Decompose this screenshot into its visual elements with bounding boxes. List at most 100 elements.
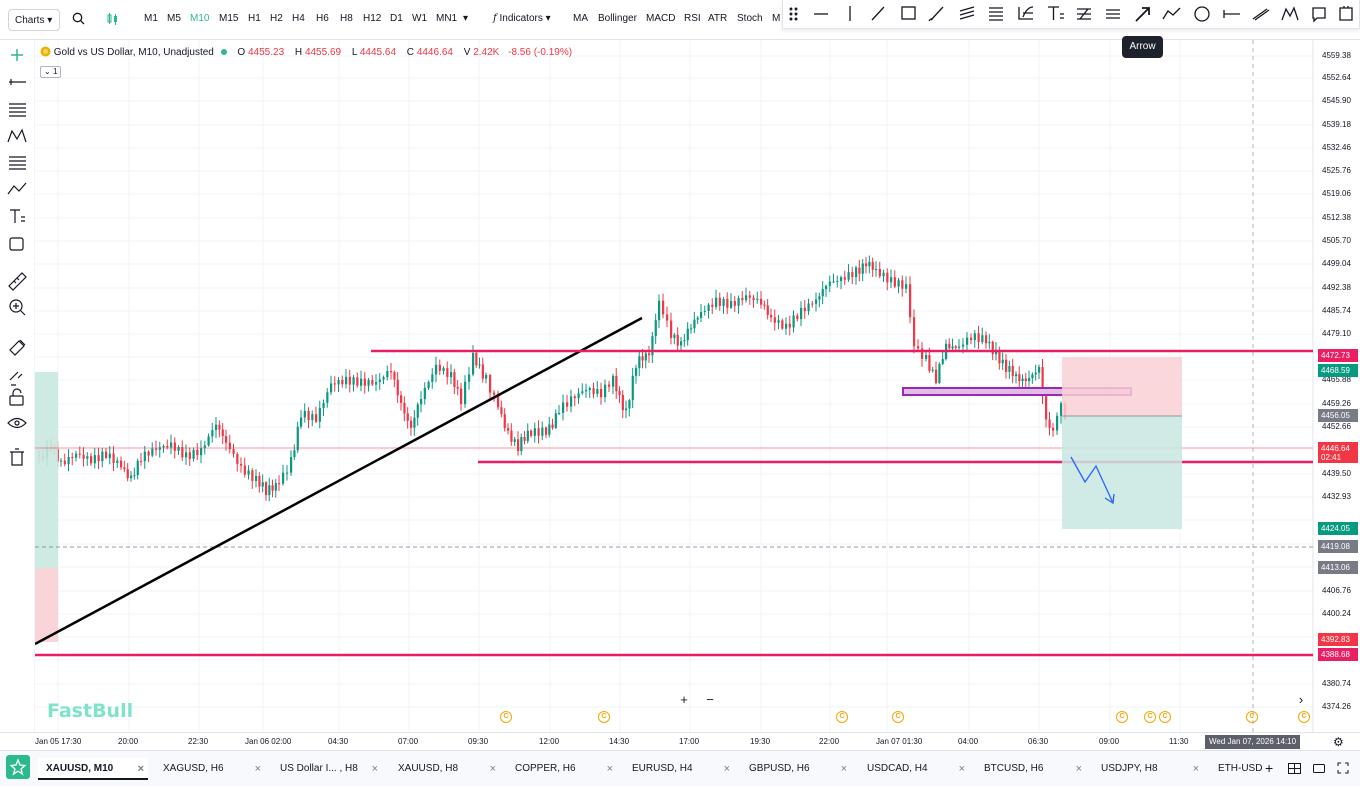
extended-line-icon[interactable] bbox=[1252, 8, 1270, 21]
economic-event-icon[interactable]: C bbox=[1246, 711, 1258, 723]
fib-timezone-icon[interactable] bbox=[1018, 6, 1034, 20]
pitchfork-icon[interactable] bbox=[1077, 8, 1091, 20]
path-tool-icon[interactable] bbox=[1162, 7, 1181, 20]
parallel-channel-icon[interactable] bbox=[1106, 9, 1120, 19]
economic-event-icon[interactable]: C bbox=[1159, 711, 1171, 723]
chart-tab[interactable]: XAUUSD, H8 × bbox=[390, 758, 500, 780]
indicators-button[interactable]: f Indicators ▾ bbox=[493, 13, 551, 24]
time-axis[interactable]: Jan 05 17:30 20:00 22:30 Jan 06 02:00 04:30 0… bbox=[0, 732, 1360, 750]
rectangle-icon[interactable] bbox=[901, 6, 916, 20]
add-tab-icon[interactable]: + bbox=[1265, 760, 1274, 776]
quick-indicator-bollinger[interactable]: Bollinger bbox=[598, 13, 637, 24]
fullscreen-icon[interactable] bbox=[1337, 761, 1349, 779]
timeframe-h1[interactable]: H1 bbox=[248, 13, 261, 24]
close-tab-icon[interactable]: × bbox=[1075, 763, 1082, 775]
elliott-wave-icon[interactable] bbox=[1281, 6, 1299, 21]
visibility-icon[interactable] bbox=[7, 417, 27, 429]
economic-event-icon[interactable]: C bbox=[500, 711, 512, 723]
timeframe-w1[interactable]: W1 bbox=[412, 13, 427, 24]
timeframe-m10[interactable]: M10 bbox=[190, 13, 210, 24]
close-tab-icon[interactable]: × bbox=[254, 763, 261, 775]
zoom-in-icon[interactable] bbox=[9, 299, 26, 316]
timeframe-m1[interactable]: M1 bbox=[144, 13, 158, 24]
settings-gear-icon[interactable]: ⚙ bbox=[1333, 735, 1344, 749]
chart-tab[interactable]: GBPUSD, H6 × bbox=[741, 758, 851, 780]
close-tab-icon[interactable]: × bbox=[958, 763, 965, 775]
more-tools-icon[interactable] bbox=[1339, 6, 1353, 21]
quick-indicator-m[interactable]: M bbox=[772, 13, 781, 24]
chart-tab[interactable]: XAGUSD, H6 × bbox=[155, 758, 265, 780]
quick-indicator-stoch[interactable]: Stoch bbox=[737, 13, 763, 24]
close-tab-icon[interactable]: × bbox=[723, 763, 730, 775]
timeframe-d1[interactable]: D1 bbox=[390, 13, 403, 24]
chart-tab[interactable]: US Dollar I... , H8 × bbox=[272, 758, 382, 780]
trash-icon[interactable] bbox=[10, 448, 24, 466]
chart-tab[interactable]: USDJPY, H8 × bbox=[1093, 758, 1203, 780]
timeframe-m15[interactable]: M15 bbox=[219, 13, 239, 24]
magnet-icon[interactable] bbox=[9, 339, 26, 356]
brush-icon[interactable] bbox=[928, 6, 944, 22]
close-tab-icon[interactable]: × bbox=[137, 763, 144, 775]
timeframe-h6[interactable]: H6 bbox=[316, 13, 329, 24]
quick-indicator-ma[interactable]: MA bbox=[573, 13, 588, 24]
timeframe-mn1[interactable]: MN1 bbox=[436, 13, 458, 24]
zoom-in-button[interactable]: + bbox=[680, 692, 688, 707]
close-tab-icon[interactable]: × bbox=[371, 763, 378, 775]
economic-event-icon[interactable]: C bbox=[1116, 711, 1128, 723]
emoji-tool-icon[interactable] bbox=[9, 237, 24, 251]
forecast-tool-icon[interactable] bbox=[7, 182, 27, 195]
trend-line-icon[interactable] bbox=[871, 6, 885, 21]
close-tab-icon[interactable]: × bbox=[489, 763, 496, 775]
text-tool-icon[interactable] bbox=[1048, 6, 1064, 20]
chart-tab[interactable]: BTCUSD, H6 × bbox=[976, 758, 1086, 780]
horizontal-line-tool-icon[interactable] bbox=[9, 79, 26, 85]
crosshair-icon[interactable] bbox=[11, 49, 23, 61]
search-icon[interactable] bbox=[72, 12, 85, 28]
window-icon[interactable] bbox=[1313, 761, 1325, 779]
chart-tab[interactable]: COPPER, H6 × bbox=[507, 758, 617, 780]
chart-tab[interactable]: XAUUSD, M10 × bbox=[38, 758, 148, 780]
drag-handle-icon[interactable] bbox=[789, 7, 798, 21]
charts-menu-button[interactable]: Charts ▾ bbox=[8, 9, 60, 31]
quick-indicator-atr[interactable]: ATR bbox=[708, 13, 728, 24]
text-annotation-icon[interactable] bbox=[10, 209, 25, 223]
economic-event-icon[interactable]: C bbox=[1144, 711, 1156, 723]
pattern-tool-icon[interactable] bbox=[7, 128, 27, 143]
quick-indicator-rsi[interactable]: RSI bbox=[684, 13, 701, 24]
lock-drawings-icon[interactable] bbox=[9, 371, 23, 386]
timeframe-h4[interactable]: H4 bbox=[292, 13, 305, 24]
fib-retracement-icon[interactable] bbox=[989, 7, 1003, 21]
favorites-star-icon[interactable] bbox=[6, 755, 30, 779]
ray-icon[interactable] bbox=[1223, 10, 1240, 18]
economic-event-icon[interactable]: C bbox=[892, 711, 904, 723]
ruler-icon[interactable] bbox=[8, 272, 27, 291]
quick-indicator-macd[interactable]: MACD bbox=[646, 13, 676, 24]
price-note-icon[interactable] bbox=[1312, 7, 1326, 23]
candle-type-icon[interactable] bbox=[106, 12, 120, 29]
timeframe-more-icon[interactable]: ▾ bbox=[463, 13, 469, 24]
fib-tool-icon[interactable] bbox=[9, 103, 26, 117]
chart-tab[interactable]: USDCAD, H4 × bbox=[859, 758, 969, 780]
close-tab-icon[interactable]: × bbox=[840, 763, 847, 775]
arrow-tool-icon[interactable] bbox=[1135, 7, 1150, 22]
timeframe-h8[interactable]: H8 bbox=[340, 13, 353, 24]
scroll-right-button[interactable]: › bbox=[1298, 692, 1304, 707]
layout-icon[interactable] bbox=[1288, 761, 1301, 779]
fib-channel-icon[interactable] bbox=[959, 6, 975, 20]
economic-event-icon[interactable]: C bbox=[1298, 711, 1310, 723]
indicator-toggle[interactable]: ⌄ 1 bbox=[40, 66, 61, 78]
circle-tool-icon[interactable] bbox=[1194, 6, 1210, 22]
timeframe-h12[interactable]: H12 bbox=[363, 13, 382, 24]
zoom-out-button[interactable]: − bbox=[706, 692, 714, 707]
timeframe-h2[interactable]: H2 bbox=[270, 13, 283, 24]
close-tab-icon[interactable]: × bbox=[606, 763, 613, 775]
economic-event-icon[interactable]: C bbox=[836, 711, 848, 723]
channel-tool-icon[interactable] bbox=[9, 156, 26, 170]
timeframe-m5[interactable]: M5 bbox=[167, 13, 181, 24]
economic-event-icon[interactable]: C bbox=[598, 711, 610, 723]
chart-tab[interactable]: ETH-USD bbox=[1210, 758, 1262, 780]
close-tab-icon[interactable]: × bbox=[1192, 763, 1199, 775]
unlock-icon[interactable] bbox=[9, 388, 24, 406]
